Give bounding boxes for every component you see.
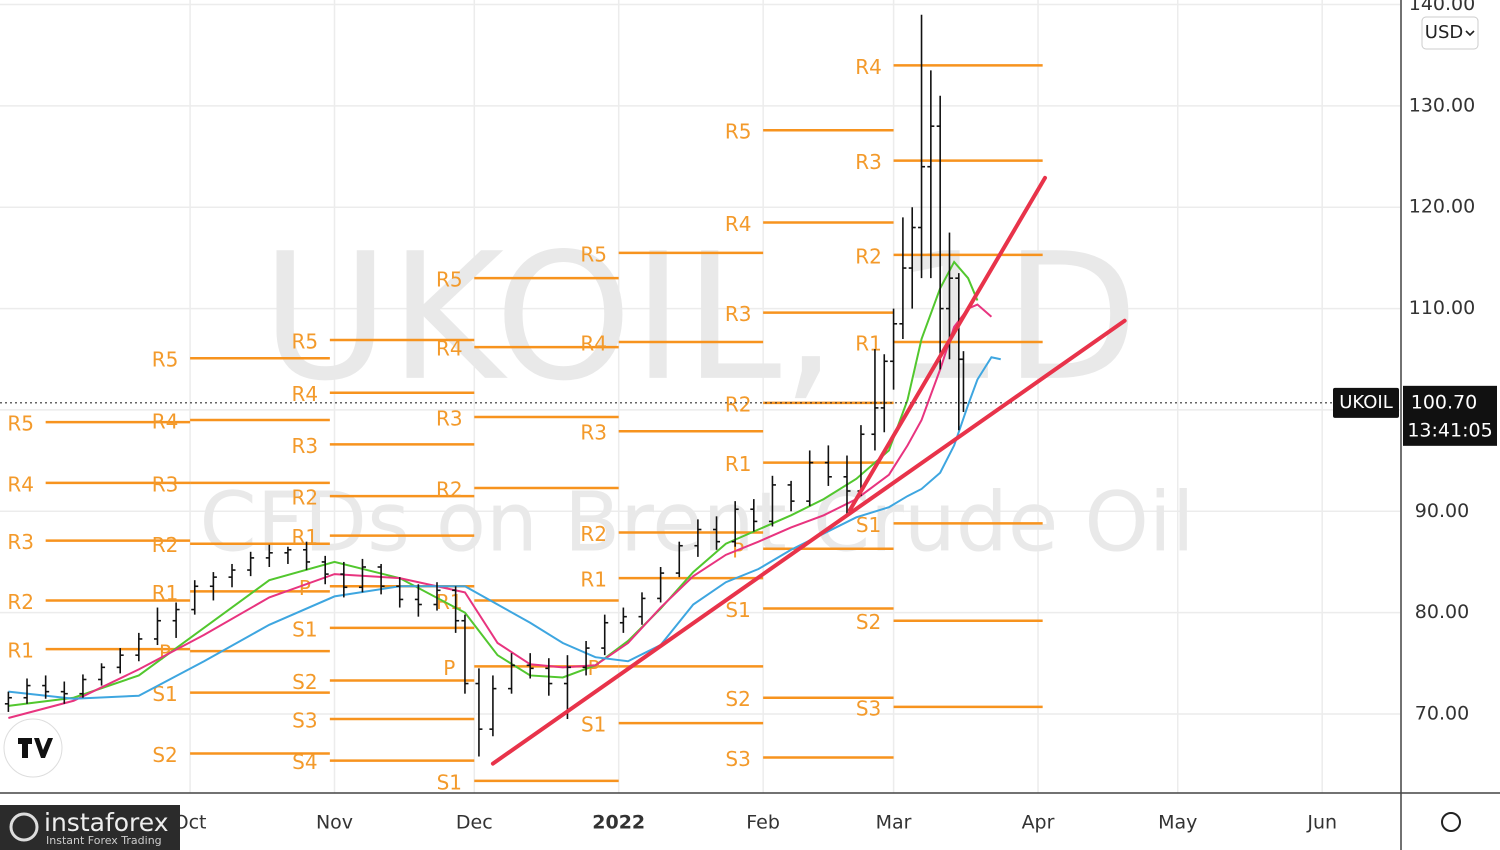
pivot-label: R3 [580,421,607,445]
x-tick-label: Nov [316,812,353,834]
pivot-label: R3 [292,434,319,458]
pivot-label: S3 [725,747,750,771]
y-tick-label: 140.00 [1409,0,1475,15]
pivot-label: R2 [725,392,752,416]
trendline [490,318,1127,766]
pivot-label: R2 [855,244,882,268]
pivot-label: S2 [152,743,177,767]
x-tick-label: Mar [876,812,912,834]
pivot-label: R5 [152,348,179,372]
pivot-label: R3 [152,472,179,496]
watermark-title: UKOIL, 1D [261,217,1138,420]
pivot-label: P [588,656,600,680]
pivot-label: R4 [436,337,463,361]
x-tick-label: Feb [746,812,780,834]
pivot-label: S4 [292,750,317,774]
x-tick-label: 2022 [592,812,645,834]
brand-tagline: Instant Forex Trading [46,834,162,847]
pivot-label: R3 [725,302,752,326]
plot-area: R5 R4 R3 R2 R1 R5 R4 R3 R2 R1 P S1 S2 R5 R4 R3 R2 R1 P S1 S2… [0,14,1400,794]
brand-box [0,805,180,850]
pivot-label: R1 [855,332,882,356]
pivot-label: R4 [7,472,34,496]
pivot-label: R1 [725,452,752,476]
moving-average-line [8,303,993,719]
pivot-label: R1 [7,639,34,663]
watermark-subtitle: CFDs on Brent Crude Oil [200,475,1195,570]
price-tag [1403,385,1497,446]
pivot-label: S1 [581,713,606,737]
countdown-label: 13:41:05 [1407,419,1492,441]
pivot-label: S2 [725,687,750,711]
pivot-label: R1 [152,581,179,605]
pivot-label: R3 [7,530,34,554]
pivot-label: R4 [855,55,882,79]
currency-chevron [1465,30,1475,37]
y-tick-label: 90.00 [1415,500,1469,522]
y-tick-label: 130.00 [1409,94,1475,116]
pivot-label: R5 [725,120,752,144]
axes: 70.0080.0090.00100.00110.00120.00130.001… [174,0,1497,834]
brand-icon [9,812,39,842]
y-tick-label: 110.00 [1409,297,1475,319]
moving-average-line [8,356,1001,700]
pivot-label: R2 [7,590,34,614]
pivot-label: R2 [580,522,607,546]
pivot-label: S1 [725,598,750,622]
pivot-label: R1 [292,525,319,549]
pivot-label: R2 [152,533,179,557]
pivot-label: R5 [292,330,319,354]
y-tick-label: 120.00 [1409,196,1475,218]
y-tick-label: 70.00 [1415,702,1469,724]
x-tick-label: Jun [1306,812,1337,834]
pivot-label: R4 [580,332,607,356]
settings-icon[interactable] [1441,812,1461,832]
pivot-label: R3 [436,407,463,431]
brand-name: instaforex [44,808,169,837]
pivot-label: R5 [436,268,463,292]
pivot-label: P [299,576,311,600]
pivot-label: R1 [580,568,607,592]
pivot-label: S2 [292,670,317,694]
grid [0,0,1400,793]
currency-button[interactable] [1421,16,1479,50]
symbol-tag [1333,387,1399,418]
pivot-label: R5 [580,242,607,266]
pivot-label: R5 [7,412,34,436]
pivot-label: S1 [292,617,317,641]
pivot-label: S1 [437,770,462,794]
currency-label: USD [1425,22,1463,43]
pivot-label: R2 [436,477,463,501]
trendline [847,175,1047,513]
pivot-label: R3 [855,150,882,174]
price-label: 100.70 [1411,391,1477,413]
pivot-label: R4 [152,410,179,434]
pivot-label: S2 [856,610,881,634]
x-tick-label: Apr [1022,812,1055,834]
tv-logo-mark [18,738,53,758]
x-tick-label: Oct [174,812,207,834]
x-tick-label: May [1158,812,1197,834]
pivot-label: R2 [292,486,319,510]
pivot-label: S3 [856,696,881,720]
pivot-label: R4 [292,382,319,406]
symbol-label: UKOIL [1339,392,1393,413]
pivot-label: P [443,656,455,680]
pivot-label: S3 [292,709,317,733]
x-tick-label: Dec [456,812,493,834]
tv-logo [3,718,63,778]
pivot-label: R4 [725,212,752,236]
y-tick-label: 80.00 [1415,601,1469,623]
